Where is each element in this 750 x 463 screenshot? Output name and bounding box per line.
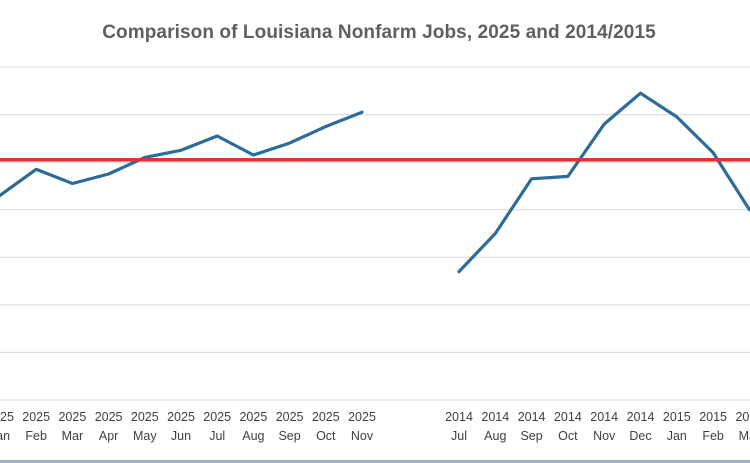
x-tick-month-label: Jun — [171, 429, 191, 443]
x-tick-month-label: Dec — [629, 429, 651, 443]
x-tick-year-label: 2025 — [167, 410, 195, 424]
x-tick-year-label: 2025 — [0, 410, 14, 424]
x-tick-year-label: 2014 — [445, 410, 473, 424]
x-tick-year-label: 2025 — [22, 410, 50, 424]
x-tick-month-label: Mar — [739, 429, 750, 443]
x-tick-month-label: Oct — [316, 429, 336, 443]
x-tick-month-label: Jan — [0, 429, 10, 443]
x-tick-year-label: 2014 — [590, 410, 618, 424]
x-tick-year-label: 2015 — [735, 410, 750, 424]
x-tick-year-label: 2015 — [699, 410, 727, 424]
x-tick-month-label: May — [133, 429, 157, 443]
series-line-1 — [0, 110, 364, 197]
x-tick-year-label: 2025 — [203, 410, 231, 424]
x-tick-month-label: Sep — [278, 429, 300, 443]
x-tick-year-label: 2014 — [627, 410, 655, 424]
x-tick-year-label: 2025 — [239, 410, 267, 424]
x-tick-year-label: 2025 — [276, 410, 304, 424]
x-tick-month-label: Feb — [25, 429, 47, 443]
x-tick-year-label: 2025 — [58, 410, 86, 424]
x-tick-year-label: 2014 — [554, 410, 582, 424]
chart-title: Comparison of Louisiana Nonfarm Jobs, 20… — [102, 22, 656, 43]
x-tick-month-label: Oct — [558, 429, 578, 443]
x-tick-year-label: 2025 — [348, 410, 376, 424]
series-line-2 — [457, 91, 750, 274]
x-tick-year-label: 2025 — [95, 410, 123, 424]
x-tick-month-label: Jul — [209, 429, 225, 443]
bottom-divider — [0, 460, 750, 463]
x-tick-year-label: 2015 — [663, 410, 691, 424]
x-tick-month-label: Feb — [702, 429, 724, 443]
x-tick-month-label: Nov — [593, 429, 616, 443]
x-tick-year-label: 2025 — [131, 410, 159, 424]
x-tick-month-label: Mar — [62, 429, 84, 443]
x-tick-year-label: 2014 — [481, 410, 509, 424]
x-tick-month-label: Jan — [667, 429, 687, 443]
x-tick-month-label: Aug — [484, 429, 506, 443]
x-tick-month-label: Sep — [520, 429, 542, 443]
x-tick-month-label: Jul — [451, 429, 467, 443]
x-tick-year-label: 2014 — [518, 410, 546, 424]
x-tick-month-label: Nov — [351, 429, 374, 443]
x-tick-month-label: Aug — [242, 429, 264, 443]
x-tick-month-label: Apr — [99, 429, 118, 443]
x-tick-year-label: 2025 — [312, 410, 340, 424]
